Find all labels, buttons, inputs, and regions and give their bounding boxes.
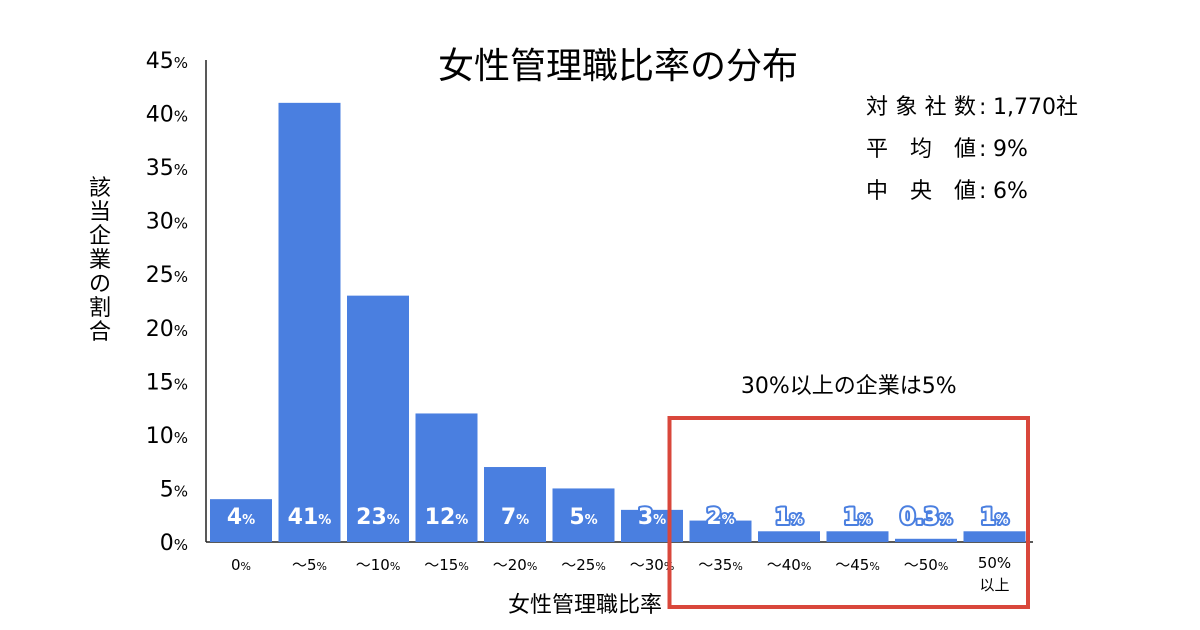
bar xyxy=(415,413,478,542)
stat-colon: : xyxy=(979,137,986,162)
y-tick-label: 30% xyxy=(146,210,188,235)
bar xyxy=(278,102,341,542)
x-tick-label: 0% xyxy=(231,556,251,574)
stat-colon: : xyxy=(979,179,986,204)
bar xyxy=(826,531,889,542)
data-label: 1% xyxy=(980,505,1008,530)
x-tick-label: 〜40% xyxy=(767,556,812,574)
bar xyxy=(621,509,683,542)
y-tick-label: 10% xyxy=(146,424,188,449)
data-label: 2% xyxy=(706,505,734,530)
y-tick-label: 45% xyxy=(146,49,188,74)
bar xyxy=(552,488,615,542)
x-tick-label: 〜15% xyxy=(424,556,469,574)
y-tick-label: 15% xyxy=(146,370,188,395)
y-axis-label: 該当企業の割合 xyxy=(89,176,111,345)
callout-text: 30%以上の企業は5% xyxy=(741,374,957,399)
data-label: 1% xyxy=(775,505,803,530)
data-label: 7% xyxy=(501,505,529,530)
y-tick-label: 25% xyxy=(146,263,188,288)
data-label: 1% xyxy=(843,505,871,530)
bar xyxy=(758,531,820,542)
stat-value: 1,770社 xyxy=(993,95,1078,120)
stat-label: 対象社数 xyxy=(866,95,976,120)
bar xyxy=(689,520,752,542)
stat-value: 9% xyxy=(993,137,1028,162)
stat-label: 平均値 xyxy=(866,137,976,162)
bar xyxy=(484,467,546,542)
chart-title: 女性管理職比率の分布 xyxy=(438,46,798,87)
data-label: 4% xyxy=(227,505,255,530)
data-label: 5% xyxy=(569,505,597,530)
data-label: 23% xyxy=(356,505,400,530)
y-tick-label: 20% xyxy=(146,317,188,342)
data-label: 3% xyxy=(638,505,666,530)
x-tick-label: 〜5% xyxy=(292,556,327,574)
x-tick-label: 〜35% xyxy=(698,556,743,574)
stat-colon: : xyxy=(979,95,986,120)
x-tick-label: 〜45% xyxy=(835,556,880,574)
x-tick-label: 〜25% xyxy=(561,556,606,574)
y-tick-label: 35% xyxy=(146,156,188,181)
x-tick-label: 〜10% xyxy=(356,556,401,574)
x-tick-label: 〜50% xyxy=(904,556,949,574)
x-tick-label: 50%以上 xyxy=(978,554,1011,594)
data-label: 12% xyxy=(425,505,469,530)
stat-label: 中央値 xyxy=(866,179,976,204)
y-tick-label: 40% xyxy=(146,103,188,128)
bar xyxy=(963,531,1026,542)
y-tick-label: 5% xyxy=(160,477,188,502)
x-axis-label: 女性管理職比率 xyxy=(508,593,662,618)
stat-value: 6% xyxy=(993,179,1028,204)
data-label: 0.3% xyxy=(900,505,952,530)
y-tick-label: 0% xyxy=(160,531,188,556)
data-label: 41% xyxy=(288,505,332,530)
bar xyxy=(895,538,957,542)
x-tick-label: 〜20% xyxy=(493,556,538,574)
callout-box xyxy=(667,416,1030,609)
bar xyxy=(347,295,409,542)
bar xyxy=(210,499,272,542)
